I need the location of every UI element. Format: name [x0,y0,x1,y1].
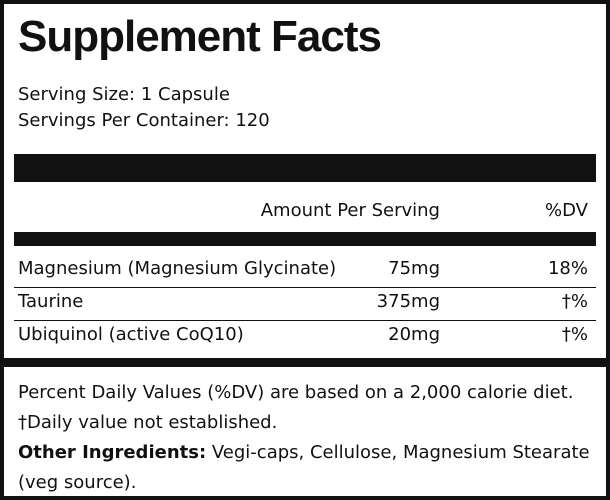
amount: 75mg [388,258,440,279]
other-ingredients-text: Vegi-caps, Cellulose, Magnesium Stearate… [18,442,590,493]
title: Supplement Facts [18,12,382,61]
thick-bar [4,358,606,367]
nutrient-name: Taurine [18,291,84,312]
daily-value: †% [561,324,588,345]
note: Percent Daily Values (%DV) are based on … [18,382,574,403]
row-divider [14,287,596,288]
nutrient-name: Ubiquinol (active CoQ10) [18,324,244,345]
daily-value: †% [561,291,588,312]
serving-size: Serving Size: 1 Capsule [18,84,230,105]
amount: 375mg [376,291,440,312]
other-ingredients: Other Ingredients: Vegi-caps, Cellulose,… [18,438,598,498]
row-divider [14,320,596,321]
footer: Percent Daily Values (%DV) are based on … [18,378,598,498]
amount: 20mg [388,324,440,345]
other-ingredients-label: Other Ingredients: [18,442,207,463]
note: †Daily value not established. [18,412,278,433]
column-header: %DV [545,200,588,221]
nutrient-name: Magnesium (Magnesium Glycinate) [18,258,337,279]
thick-bar [14,232,596,246]
thick-bar [14,154,596,182]
daily-value: 18% [547,258,588,279]
servings-per-container: Servings Per Container: 120 [18,110,270,131]
column-header: Amount Per Serving [260,200,440,221]
